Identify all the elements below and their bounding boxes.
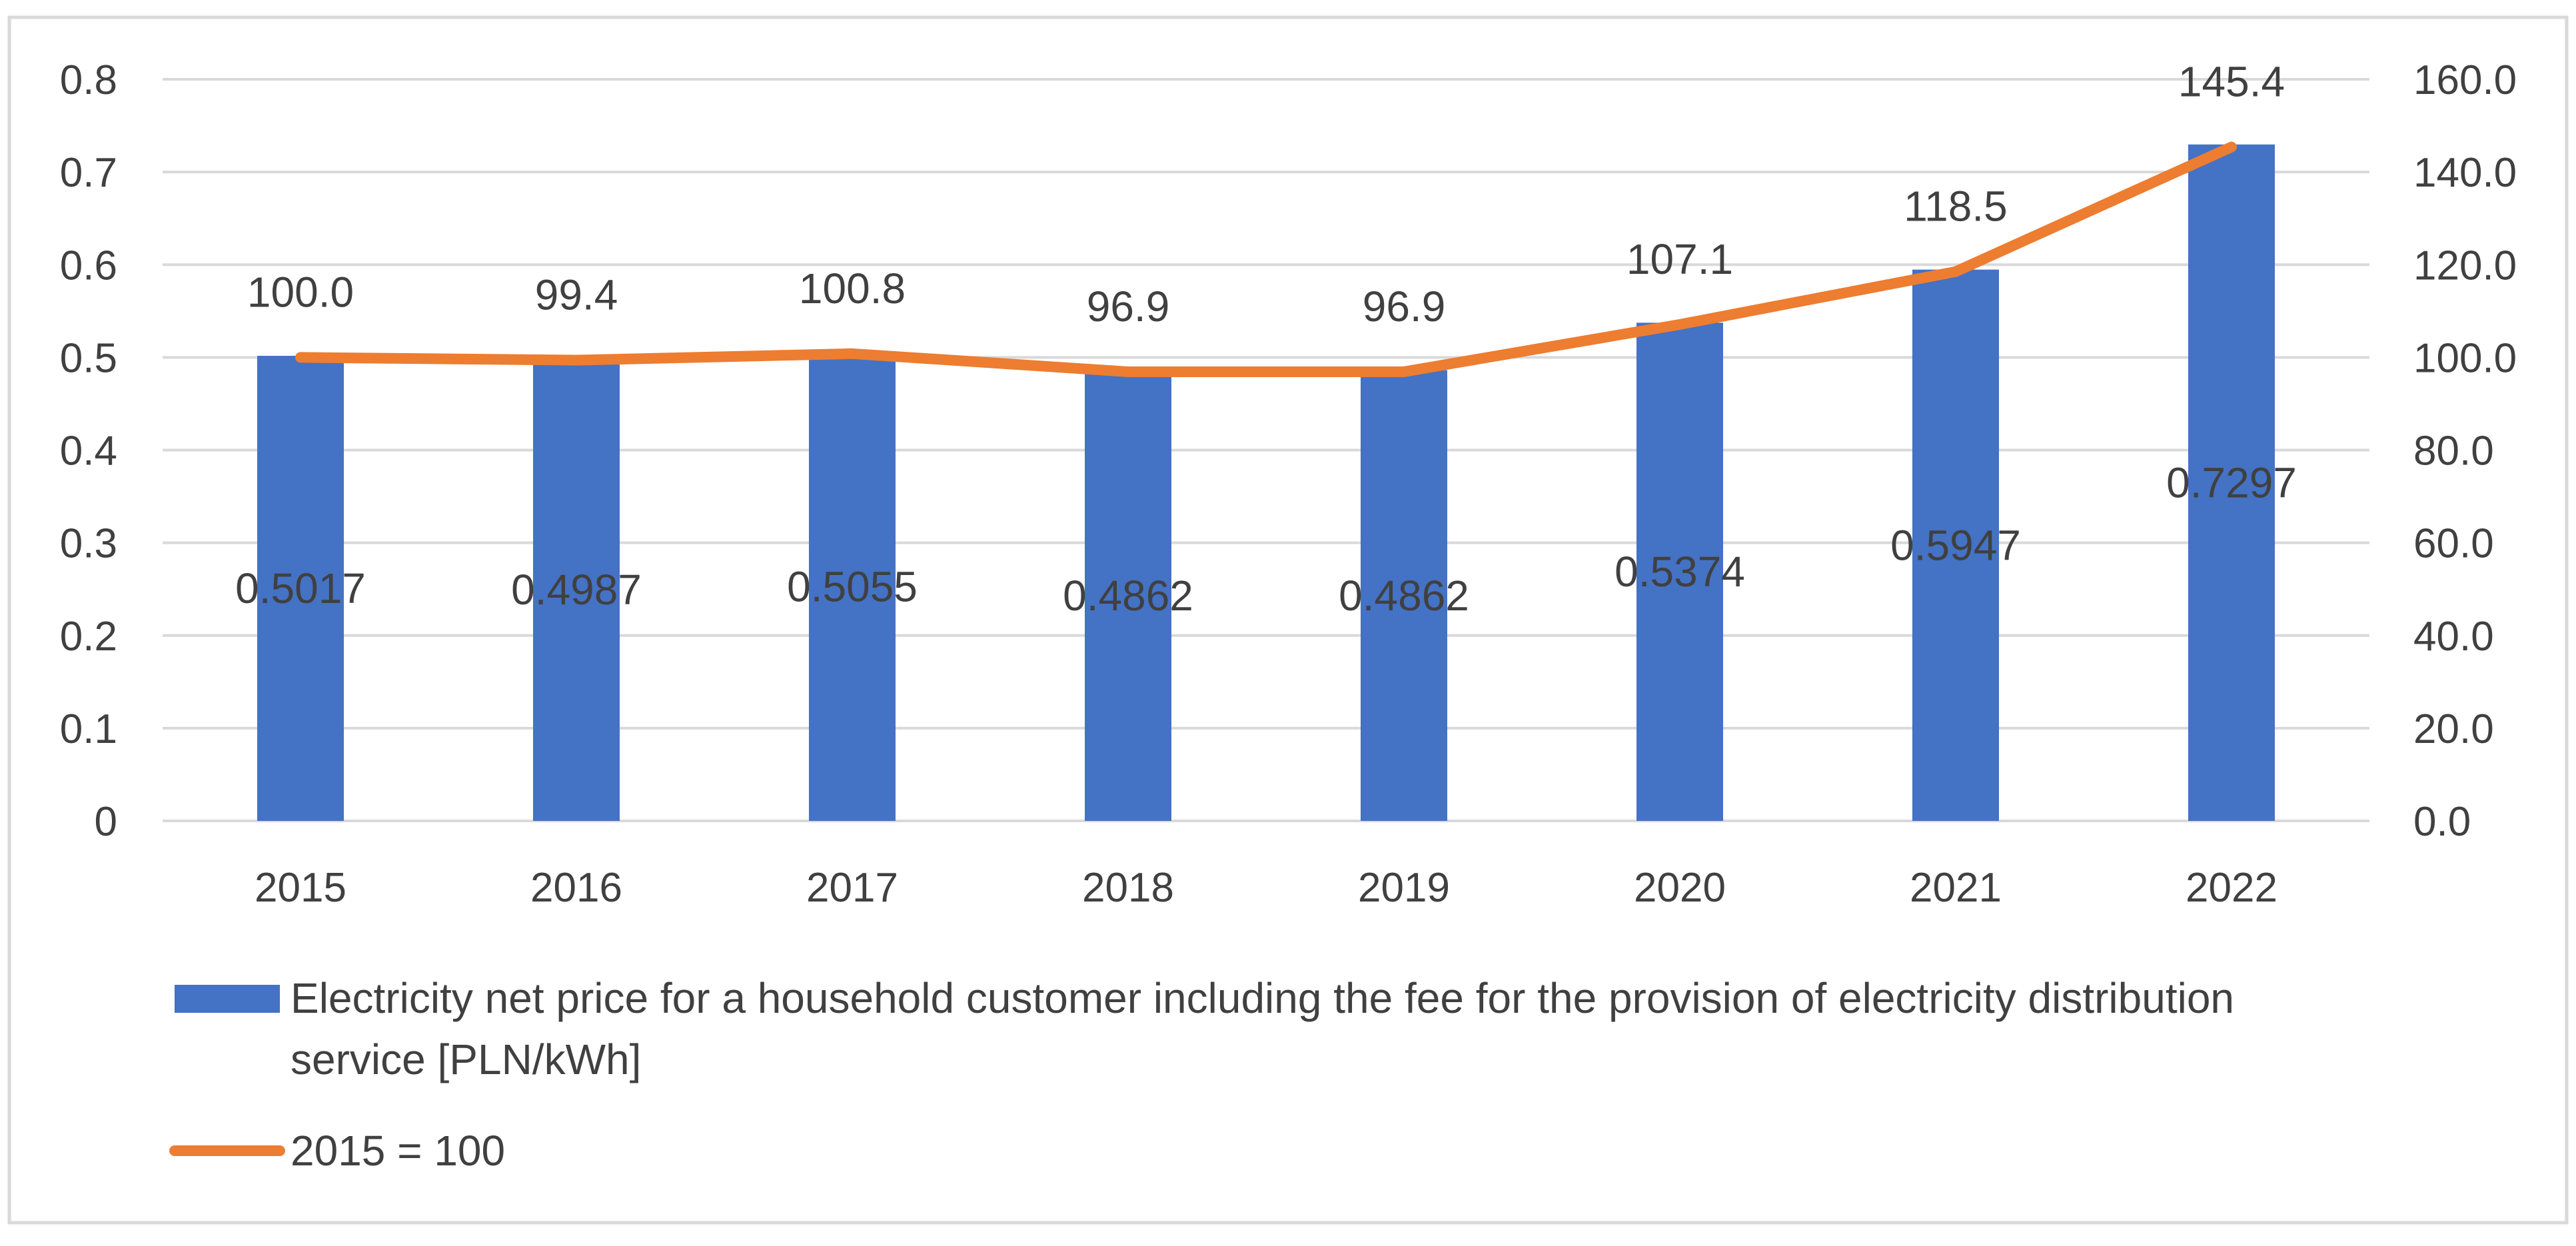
left-y-tick-label: 0 — [95, 799, 117, 845]
left-y-tick-label: 0.6 — [60, 243, 117, 289]
right-y-tick-label: 40.0 — [2413, 614, 2494, 660]
right-y-tick-label: 20.0 — [2413, 706, 2494, 752]
left-y-tick-label: 0.8 — [60, 57, 117, 103]
left-y-tick-label: 0.7 — [60, 150, 117, 196]
left-y-axis: 0 0.1 0.2 0.3 0.4 0.5 0.6 0.7 0.8 — [60, 57, 117, 845]
bar-data-label: 0.4987 — [511, 566, 642, 614]
x-tick-label: 2018 — [1082, 865, 1174, 911]
bar-data-label: 0.4862 — [1063, 572, 1193, 620]
x-tick-label: 2017 — [806, 865, 898, 911]
line-data-label: 96.9 — [1363, 283, 1446, 330]
legend-line-label: 2015 = 100 — [291, 1127, 505, 1175]
legend-bar-label-line-1: Electricity net price for a household cu… — [291, 974, 2234, 1022]
legend-bar-swatch — [175, 985, 280, 1013]
left-y-tick-label: 0.5 — [60, 335, 117, 381]
left-y-tick-label: 0.4 — [60, 428, 117, 474]
right-y-tick-label: 140.0 — [2413, 150, 2517, 196]
right-y-tick-label: 100.0 — [2413, 335, 2517, 381]
line-data-label: 107.1 — [1626, 235, 1733, 283]
legend-bar-label-line-2: service [PLN/kWh] — [291, 1035, 641, 1083]
right-y-tick-label: 60.0 — [2413, 521, 2494, 567]
x-tick-label: 2022 — [2186, 865, 2277, 911]
line-data-label: 96.9 — [1087, 283, 1170, 330]
x-tick-label: 2020 — [1634, 865, 1726, 911]
x-tick-label: 2021 — [1910, 865, 2002, 911]
bar-data-label: 0.5374 — [1614, 548, 1745, 596]
bar-data-label: 0.5017 — [235, 564, 366, 612]
line-data-label: 100.0 — [247, 268, 354, 316]
right-y-tick-label: 0.0 — [2413, 799, 2471, 845]
bar-data-label: 0.4862 — [1339, 572, 1469, 620]
x-tick-label: 2016 — [530, 865, 622, 911]
line-data-label: 100.8 — [799, 265, 906, 312]
right-y-tick-label: 160.0 — [2413, 57, 2517, 103]
bar-data-label: 0.5055 — [787, 562, 918, 610]
line-data-label: 99.4 — [535, 271, 618, 319]
right-y-tick-label: 80.0 — [2413, 428, 2494, 474]
left-y-tick-label: 0.2 — [60, 614, 117, 660]
x-tick-label: 2015 — [255, 865, 346, 911]
left-y-tick-label: 0.3 — [60, 521, 117, 567]
left-y-tick-label: 0.1 — [60, 706, 117, 752]
bar-data-label: 0.7297 — [2166, 458, 2297, 506]
x-tick-label: 2019 — [1358, 865, 1450, 911]
line-data-label: 145.4 — [2178, 58, 2285, 106]
line-data-label: 118.5 — [1904, 183, 2007, 231]
right-y-tick-label: 120.0 — [2413, 243, 2517, 289]
bar-data-label: 0.5947 — [1890, 521, 2021, 569]
